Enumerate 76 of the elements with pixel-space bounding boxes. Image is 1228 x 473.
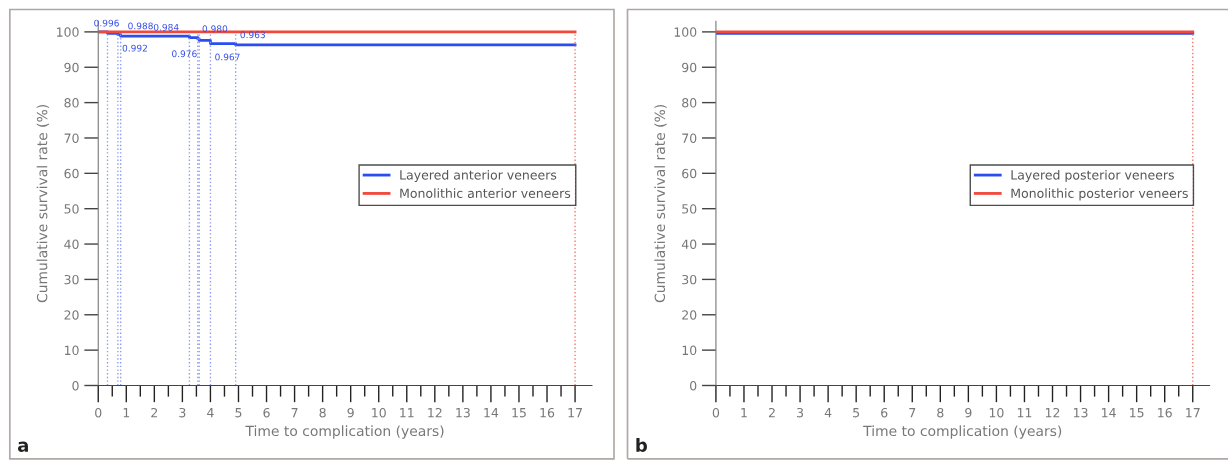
x-tick-label: 6 bbox=[263, 407, 270, 418]
y-tick-label: 10 bbox=[64, 345, 79, 356]
annotation: 0.967 bbox=[215, 53, 240, 61]
y-tick-label: 50 bbox=[682, 204, 697, 214]
x-tick-label: 9 bbox=[347, 407, 354, 418]
x-tick-label: 9 bbox=[965, 407, 972, 418]
y-tick-label: 100 bbox=[57, 27, 79, 37]
x-tick-label: 4 bbox=[207, 408, 214, 418]
y-tick-label: 50 bbox=[64, 204, 79, 214]
y-tick-label: 20 bbox=[682, 310, 697, 320]
x-tick-label: 5 bbox=[853, 408, 860, 418]
x-tick-label: 2 bbox=[151, 407, 158, 418]
y-tick-label: 40 bbox=[681, 239, 697, 249]
x-tick-label: 6 bbox=[881, 407, 888, 418]
legend-label: Monolithic anterior veneers bbox=[400, 188, 571, 198]
y-axis-title: Cumulative survival rate (%) bbox=[36, 104, 50, 303]
x-tick-label: 15 bbox=[512, 408, 526, 418]
x-tick-label: 14 bbox=[1102, 408, 1116, 418]
legend-label: Layered posterior veneers bbox=[1011, 169, 1174, 183]
x-tick-label: 16 bbox=[1158, 407, 1172, 418]
y-tick-label: 10 bbox=[682, 345, 697, 356]
text: b bbox=[636, 438, 647, 452]
x-tick-label: 16 bbox=[540, 407, 555, 418]
x-axis-title: Time to complication (years) bbox=[863, 425, 1062, 439]
x-tick-label: 12 bbox=[428, 407, 442, 418]
annotation: 0.984 bbox=[153, 23, 179, 31]
annotation: 0.992 bbox=[122, 44, 147, 52]
y-tick-label: 0 bbox=[690, 380, 697, 391]
x-tick-label: 17 bbox=[568, 408, 582, 418]
y-tick-label: 60 bbox=[64, 168, 79, 179]
y-tick-label: 80 bbox=[682, 98, 697, 108]
y-tick-label: 90 bbox=[682, 62, 697, 73]
y-tick-label: 0 bbox=[72, 380, 79, 391]
x-tick-label: 12 bbox=[1045, 407, 1060, 418]
x-tick-label: 15 bbox=[1130, 408, 1144, 418]
annotation: 0.980 bbox=[202, 25, 228, 33]
annotation: 0.963 bbox=[240, 31, 265, 39]
x-tick-label: 3 bbox=[179, 407, 186, 418]
y-tick-label: 100 bbox=[674, 27, 697, 37]
x-tick-label: 1 bbox=[123, 408, 130, 418]
legend-label: Monolithic posterior veneers bbox=[1011, 188, 1188, 201]
x-tick-label: 3 bbox=[797, 407, 804, 418]
annotation: 0.996 bbox=[94, 19, 119, 27]
y-tick-label: 70 bbox=[64, 133, 79, 143]
x-tick-label: 11 bbox=[1017, 408, 1032, 418]
x-tick-label: 14 bbox=[484, 408, 499, 418]
x-tick-label: 8 bbox=[937, 407, 944, 418]
y-tick-label: 90 bbox=[64, 62, 79, 73]
y-tick-label: 60 bbox=[682, 168, 697, 179]
y-tick-label: 80 bbox=[64, 98, 79, 108]
y-tick-label: 30 bbox=[682, 274, 697, 285]
x-tick-label: 7 bbox=[291, 408, 298, 418]
x-tick-label: 17 bbox=[1186, 408, 1200, 418]
y-tick-label: 40 bbox=[64, 239, 79, 249]
text: a bbox=[17, 441, 28, 452]
x-tick-label: 0 bbox=[712, 407, 720, 418]
x-tick-label: 13 bbox=[1073, 407, 1088, 418]
y-axis-title: Cumulative survival rate (%) bbox=[654, 104, 667, 303]
y-tick-label: 20 bbox=[64, 310, 79, 320]
x-tick-label: 8 bbox=[319, 407, 326, 418]
y-tick-label: 70 bbox=[682, 133, 697, 143]
legend-label: Layered anterior veneers bbox=[400, 169, 557, 183]
x-tick-label: 2 bbox=[768, 407, 775, 418]
x-tick-label: 7 bbox=[909, 408, 916, 418]
annotation: 0.988 bbox=[128, 22, 153, 30]
x-tick-label: 1 bbox=[741, 408, 747, 418]
annotation: 0.976 bbox=[172, 50, 197, 58]
x-tick-label: 10 bbox=[989, 407, 1004, 418]
x-axis-title: Time to complication (years) bbox=[245, 425, 444, 439]
x-tick-label: 13 bbox=[456, 407, 470, 418]
x-tick-label: 0 bbox=[95, 407, 102, 418]
x-tick-label: 10 bbox=[372, 407, 386, 418]
x-tick-label: 4 bbox=[824, 408, 832, 418]
x-tick-label: 11 bbox=[400, 408, 414, 418]
y-tick-label: 30 bbox=[64, 274, 79, 285]
x-tick-label: 5 bbox=[235, 408, 242, 418]
